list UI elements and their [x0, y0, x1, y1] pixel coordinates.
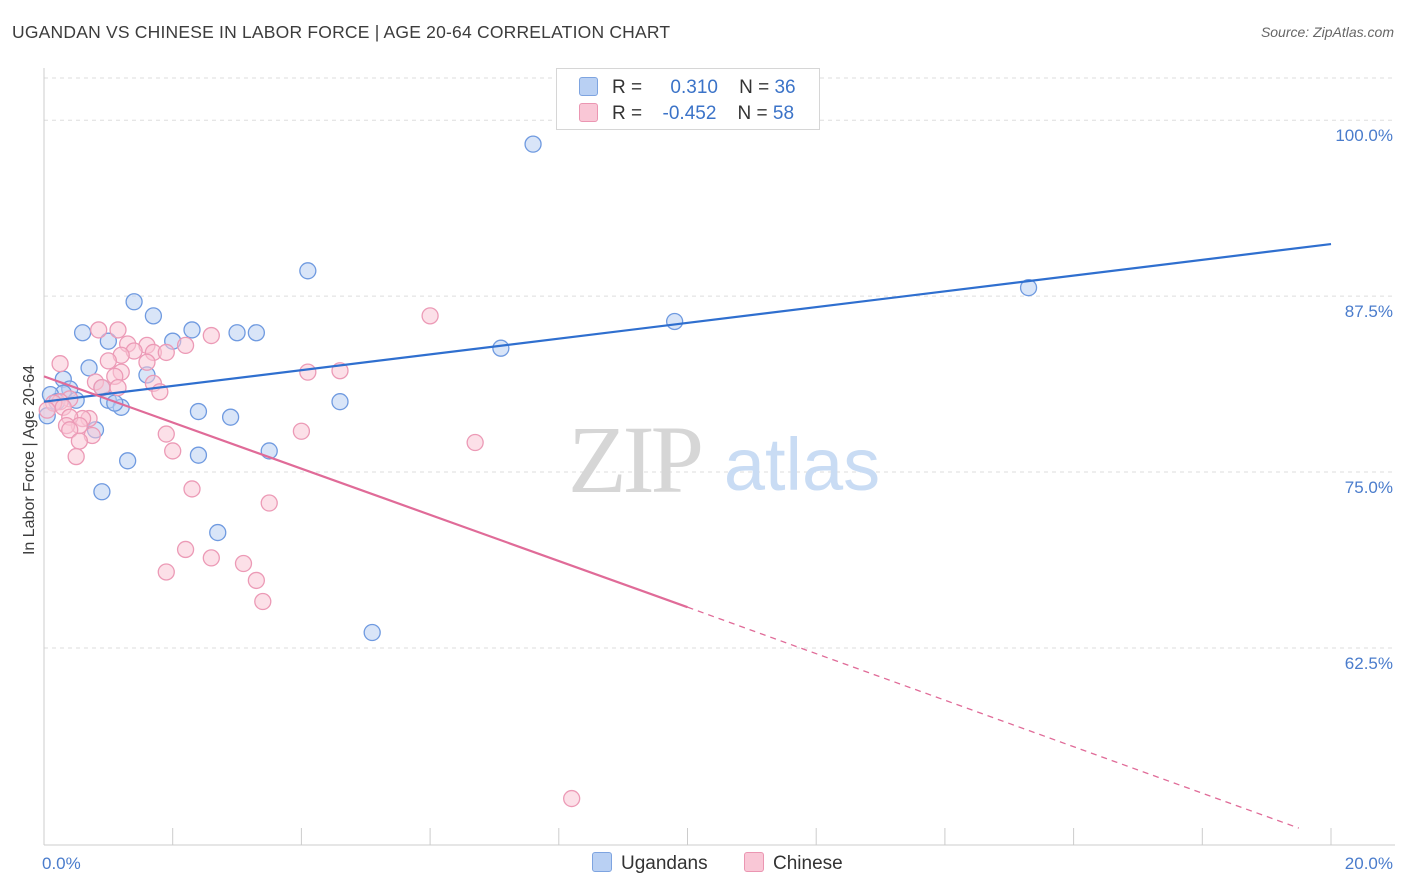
legend-row-chinese: R = -0.452 N = 58 [579, 103, 794, 127]
chinese-point [138, 353, 156, 371]
ugandan-point [80, 359, 98, 377]
chinese-point [67, 447, 85, 466]
legend-n-value: 36 [774, 77, 796, 98]
bottom-legend-chinese: Chinese [744, 852, 843, 875]
legend-swatch-pink [579, 103, 598, 122]
y-tick-label: 87.5% [1345, 302, 1393, 321]
watermark: ZIP atlas [568, 406, 880, 513]
watermark-zip: ZIP [568, 406, 701, 513]
chinese-point [157, 563, 175, 581]
ugandan-point [73, 324, 92, 342]
chinese-point [299, 363, 317, 381]
y-axis-title: In Labor Force | Age 20-64 [21, 364, 38, 556]
chinese-point [260, 494, 278, 512]
chart-title: UGANDAN VS CHINESE IN LABOR FORCE | AGE … [12, 22, 671, 42]
legend-n-label: N = [737, 103, 768, 124]
chinese-point [466, 433, 484, 452]
chinese-point [202, 549, 220, 567]
chinese-point [563, 789, 581, 808]
x-tick-label: 0.0% [42, 854, 81, 873]
watermark-atlas: atlas [724, 423, 880, 506]
y-tick-label: 75.0% [1345, 478, 1393, 497]
legend-row-ugandans: R = 0.310 N = 36 [579, 77, 796, 101]
legend-r-label: R = [612, 77, 643, 98]
ugandan-point [665, 312, 684, 331]
ugandan-point [183, 321, 201, 339]
ugandan-point [189, 446, 208, 464]
ugandan-point [119, 452, 137, 470]
chinese-point [421, 307, 439, 325]
chinese-point [61, 421, 79, 439]
chinese-trend-line [43, 375, 688, 609]
trend-lines [43, 242, 1332, 829]
bottom-legend-ugandans: Ugandans [592, 852, 708, 875]
ugandan-point [247, 324, 266, 342]
ugandan-point [363, 623, 381, 642]
chinese-point [157, 425, 175, 443]
ugandan-point [221, 408, 240, 426]
chinese-point [254, 592, 272, 611]
ugandan-point [492, 339, 510, 357]
y-tick-label: 100.0% [1335, 126, 1393, 145]
chinese-point [157, 343, 175, 362]
legend-r-value: -0.452 [662, 103, 717, 124]
bottom-legend-label: Chinese [773, 853, 843, 874]
x-tick-label: 20.0% [1345, 854, 1393, 873]
chinese-trend-line-extrapolated [687, 606, 1300, 829]
ugandan-point [189, 402, 208, 421]
axis-labels: 100.0% 87.5% 75.0% 62.5% 0.0% 20.0% [42, 126, 1393, 873]
ugandan-point [144, 307, 163, 325]
legend-n-value: 58 [772, 103, 795, 124]
correlation-legend: R = 0.310 N = 36 R = -0.452 N = 58 [556, 68, 820, 130]
chinese-point [234, 554, 253, 573]
y-tick-label: 62.5% [1345, 654, 1393, 673]
chinese-point [247, 571, 266, 590]
chinese-point [51, 355, 69, 373]
ugandan-point [99, 332, 117, 350]
chinese-point [109, 321, 127, 339]
chinese-point [90, 321, 108, 339]
chinese-point [99, 352, 117, 370]
axes [43, 68, 1395, 846]
legend-n-label: N = [739, 77, 770, 98]
chinese-point [292, 422, 311, 440]
chinese-point [202, 326, 220, 345]
chart-source: Source: ZipAtlas.com [1260, 24, 1394, 40]
ugandan-trend-line [43, 242, 1332, 403]
chinese-point [176, 336, 195, 355]
data-points [38, 135, 1038, 808]
legend-r-value: 0.310 [670, 77, 718, 98]
bottom-legend-swatch-blue [592, 852, 612, 872]
ugandan-point [331, 393, 349, 411]
legend-swatch-blue [579, 77, 598, 96]
ugandan-point [1019, 279, 1038, 297]
legend-r-label: R = [612, 103, 643, 124]
chinese-point [70, 432, 89, 450]
bottom-legend-swatch-pink [744, 852, 764, 872]
bottom-legend-label: Ugandans [621, 853, 708, 874]
ugandan-point [93, 483, 111, 501]
ugandan-point [228, 324, 246, 342]
ugandan-point [125, 293, 143, 311]
chinese-point [183, 480, 201, 498]
ugandan-point [299, 262, 317, 280]
chinese-point [176, 540, 195, 559]
ugandan-point [209, 523, 227, 542]
chinese-point [38, 401, 56, 419]
chinese-point [164, 442, 182, 460]
ugandan-point [524, 135, 542, 153]
